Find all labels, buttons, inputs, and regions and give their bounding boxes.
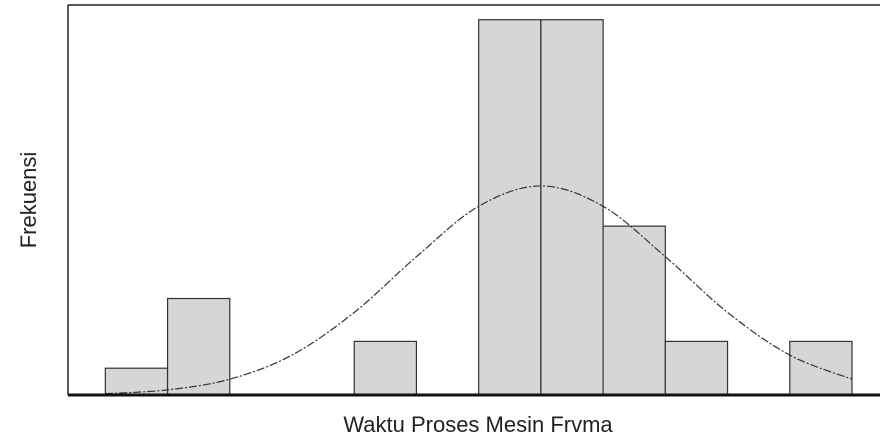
y-axis-label: Frekuensi xyxy=(16,152,41,249)
bar xyxy=(478,19,542,396)
bar xyxy=(166,297,231,396)
bar xyxy=(104,367,169,396)
bar xyxy=(353,340,418,396)
x-axis-label: Waktu Proses Mesin Frvma xyxy=(343,412,613,437)
bar xyxy=(664,340,729,396)
bar xyxy=(602,225,666,396)
bar xyxy=(540,19,604,396)
normal-curve xyxy=(105,185,853,395)
